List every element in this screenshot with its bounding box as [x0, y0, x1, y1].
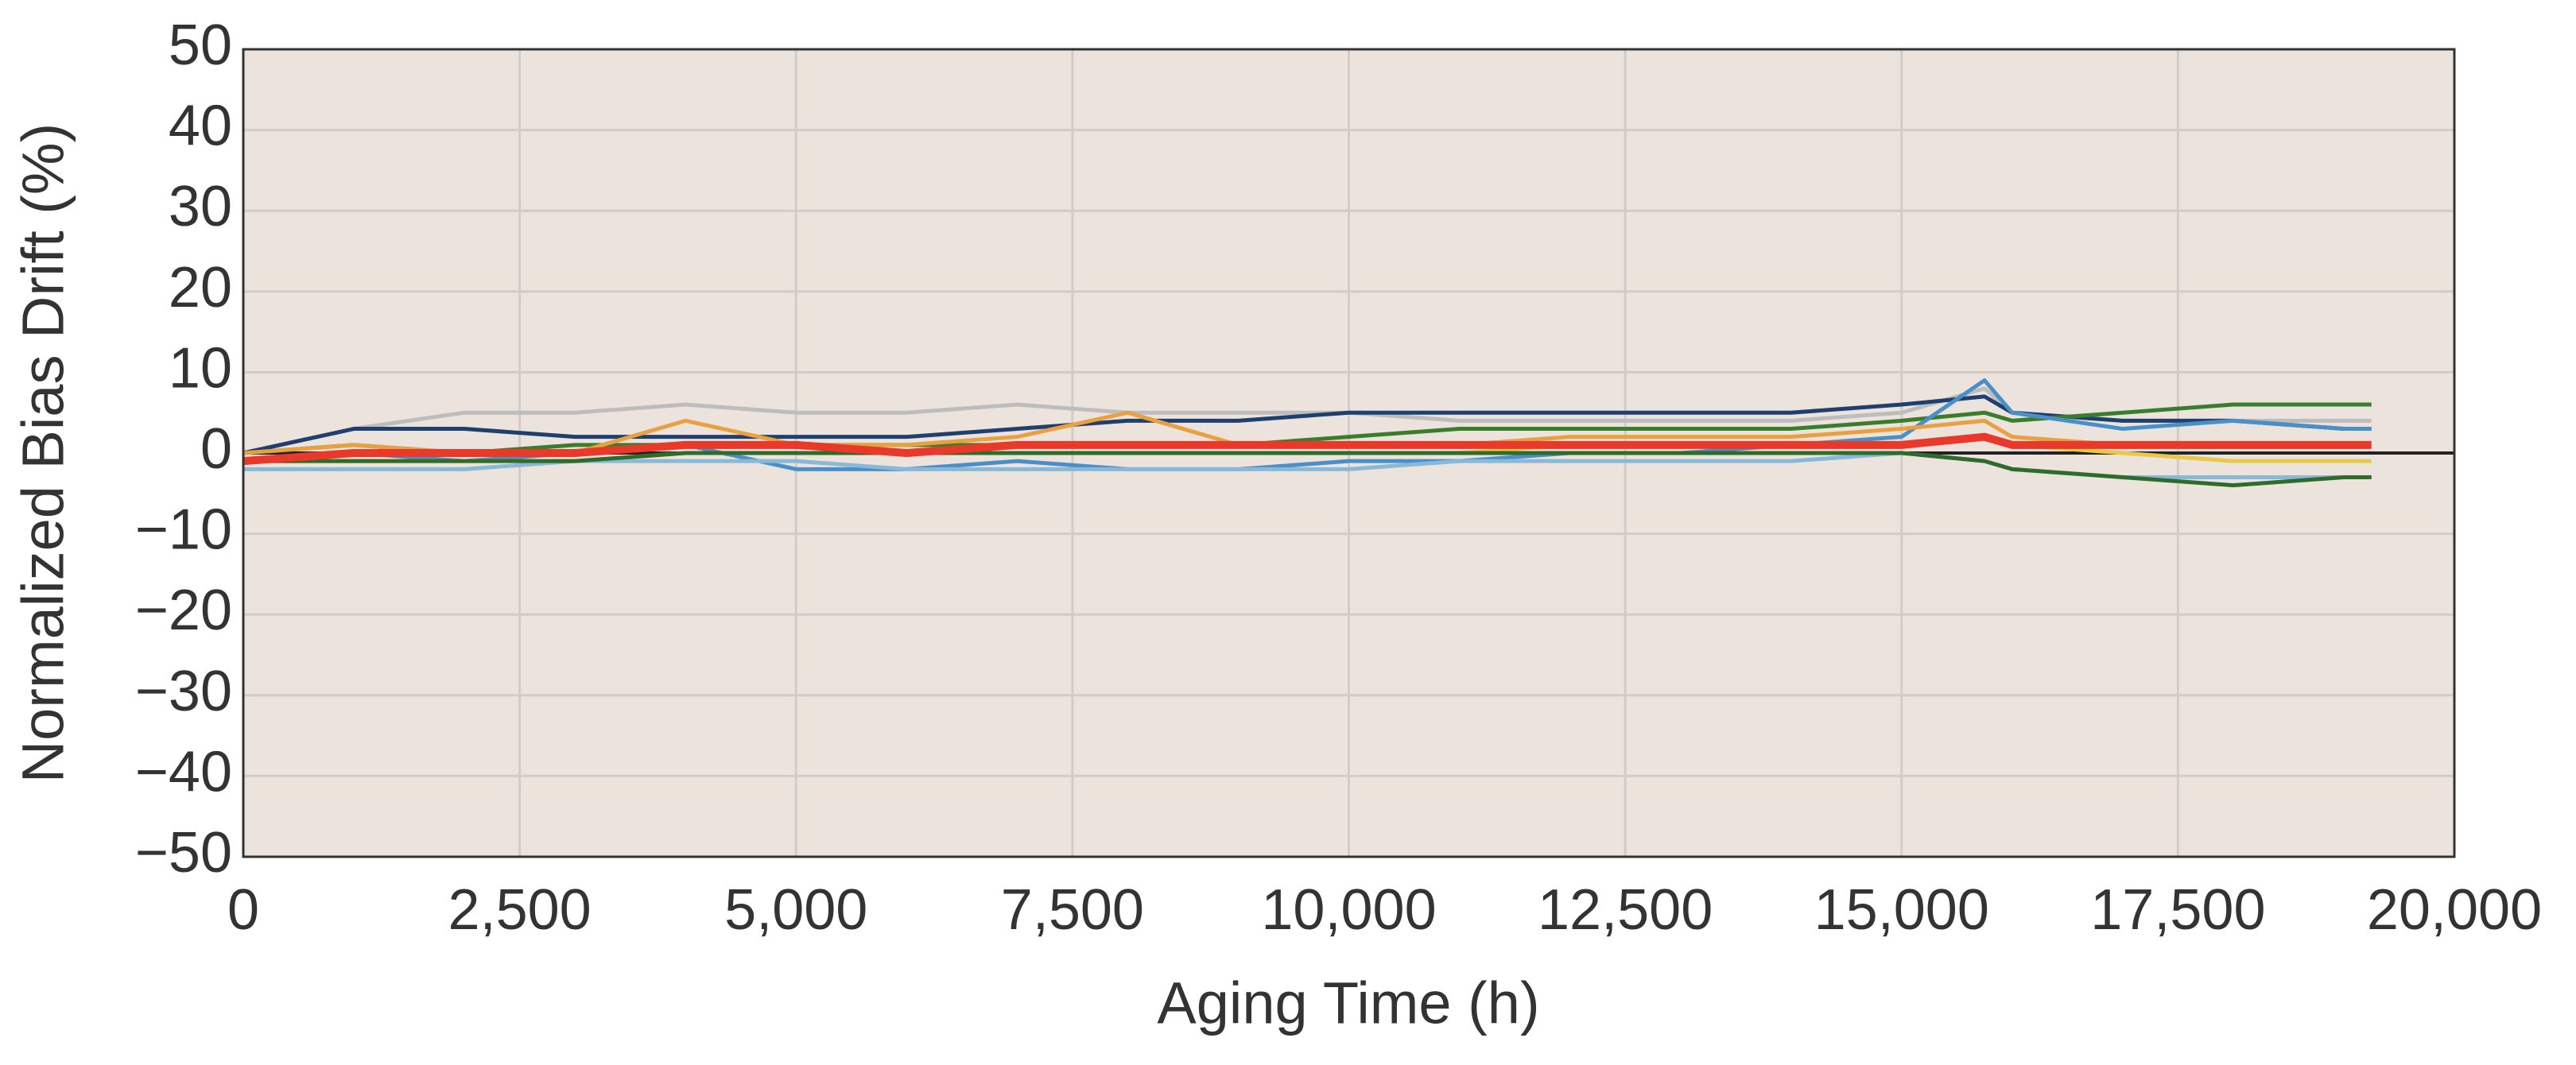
x-tick-label: 7,500 — [1001, 878, 1144, 942]
x-tick-label: 17,500 — [2090, 878, 2265, 942]
series-line — [242, 432, 2372, 466]
y-tick-label: −40 — [135, 740, 232, 804]
y-tick-label: −20 — [135, 579, 232, 642]
plot-frame — [242, 48, 2456, 858]
x-tick-label: 20,000 — [2367, 878, 2542, 942]
x-tick-label: 10,000 — [1261, 878, 1436, 942]
x-tick-label: 0 — [227, 878, 259, 942]
y-axis-title: Normalized Bias Drift (%) — [10, 123, 76, 784]
x-tick-label: 12,500 — [1538, 878, 1713, 942]
x-tick-label: 5,000 — [724, 878, 867, 942]
x-tick-label: 15,000 — [1814, 878, 1989, 942]
x-axis-title: Aging Time (h) — [1157, 970, 1539, 1036]
y-tick-label: 50 — [169, 14, 232, 77]
y-tick-label: 10 — [169, 336, 232, 400]
y-tick-label: −30 — [135, 660, 232, 723]
y-tick-label: −10 — [135, 498, 232, 562]
series-line — [243, 451, 2372, 488]
y-tick-label: −50 — [135, 821, 232, 885]
y-tick-label: 0 — [200, 417, 232, 481]
y-tick-label: 20 — [169, 256, 232, 320]
series-line — [242, 402, 2372, 455]
y-tick-label: 40 — [169, 95, 232, 158]
y-tick-label: 30 — [169, 175, 232, 238]
lines — [242, 378, 2372, 488]
x-tick-label: 2,500 — [448, 878, 592, 942]
tick-labels: −50 −40 −30 −20 −10 0 10 20 30 40 50 0 2,500 5,000 7,5… — [135, 14, 2542, 942]
